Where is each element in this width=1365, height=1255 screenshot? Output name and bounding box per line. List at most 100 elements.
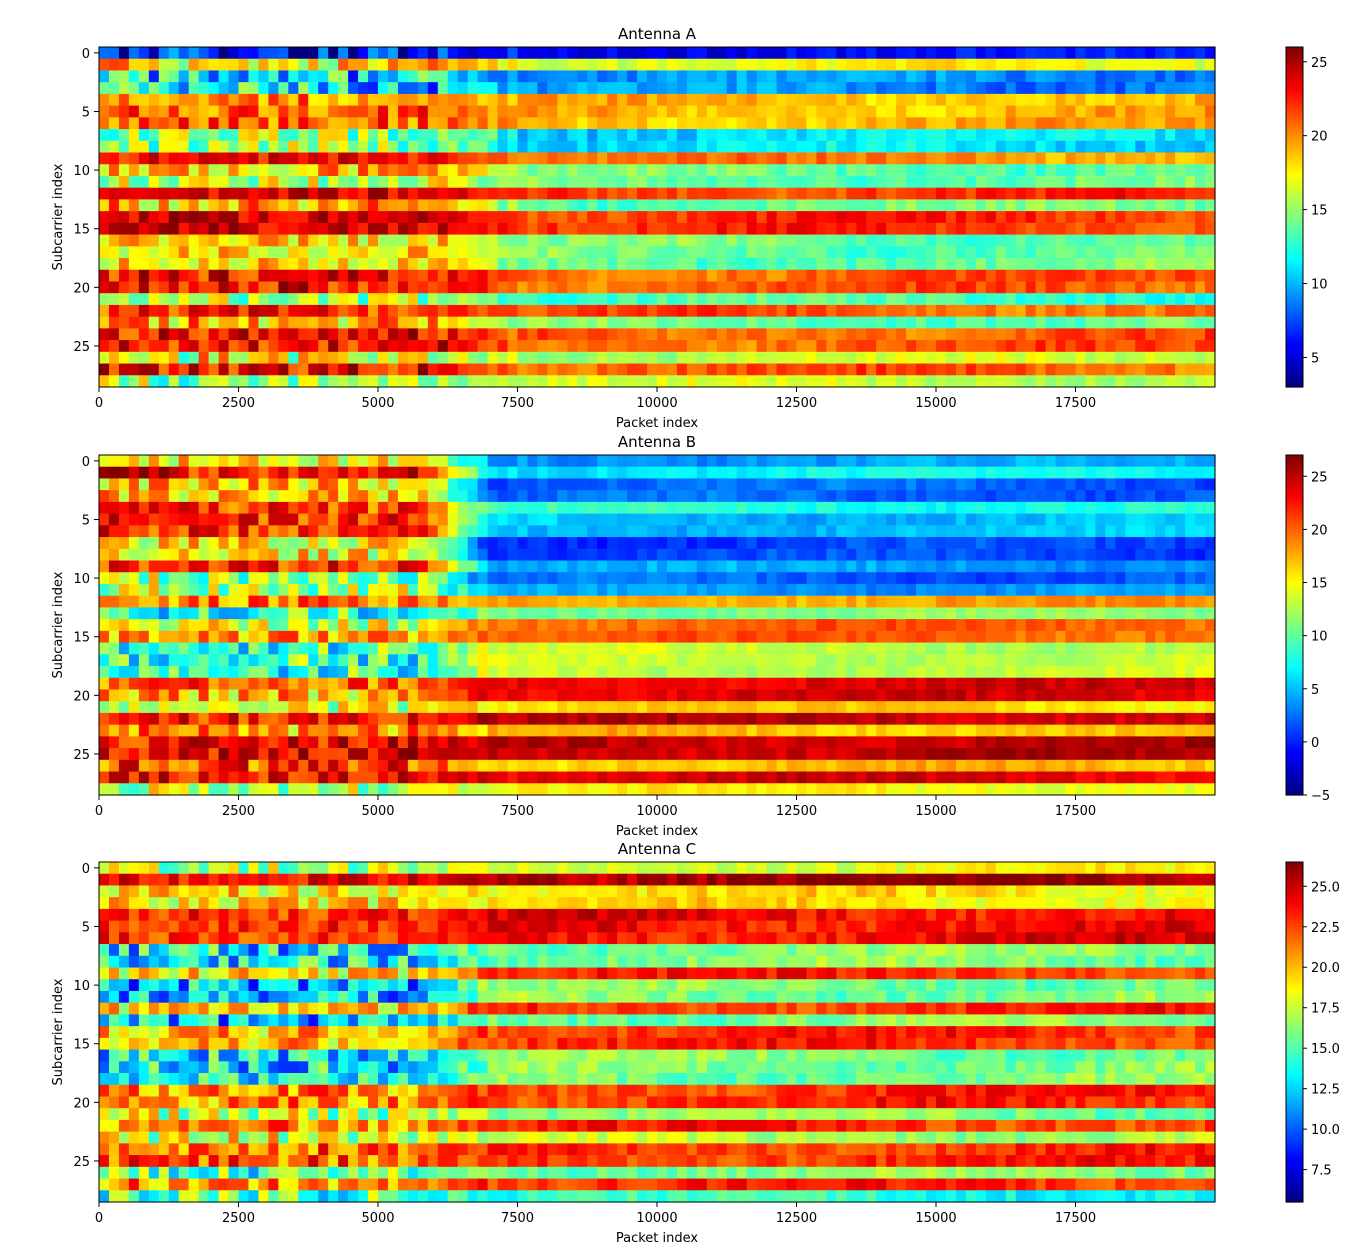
heatmap-cell <box>268 140 279 154</box>
heatmap-cell <box>666 572 678 585</box>
heatmap-cell <box>348 619 359 632</box>
heatmap-cell <box>318 583 329 597</box>
heatmap-cell <box>1075 47 1087 60</box>
heatmap-cell <box>318 340 329 353</box>
heatmap-cell <box>547 583 558 597</box>
heatmap-cell <box>866 258 877 271</box>
heatmap-cell <box>886 583 897 597</box>
heatmap-cell <box>666 340 678 353</box>
heatmap-cell <box>467 340 479 353</box>
heatmap-cell <box>1095 199 1106 212</box>
colorbar-segment <box>1286 237 1303 242</box>
heatmap-cell <box>975 152 987 165</box>
heatmap-cell <box>766 140 778 154</box>
heatmap-cell <box>1075 340 1087 353</box>
heatmap-cell <box>457 363 469 376</box>
heatmap-cell <box>886 328 897 341</box>
heatmap-cell <box>457 70 469 83</box>
heatmap-cell <box>268 340 279 353</box>
heatmap-cell <box>557 105 568 118</box>
heatmap-cell <box>1055 560 1067 573</box>
heatmap-cell <box>328 525 339 538</box>
heatmap-cell <box>1015 607 1027 620</box>
heatmap-cell <box>577 164 588 177</box>
heatmap-cell <box>148 513 160 526</box>
heatmap-cell <box>407 93 419 107</box>
heatmap-cell <box>378 548 389 562</box>
heatmap-cell <box>916 129 927 142</box>
heatmap-cell <box>507 595 519 609</box>
heatmap-cell <box>657 363 668 376</box>
heatmap-cell <box>965 222 977 236</box>
heatmap-cell <box>637 117 648 130</box>
colorbar-segment <box>1286 376 1303 381</box>
heatmap-cell <box>945 199 957 212</box>
heatmap-cell <box>1005 375 1017 388</box>
heatmap-cell <box>308 537 319 550</box>
heatmap-cell <box>666 140 678 154</box>
heatmap-cell <box>348 363 359 376</box>
heatmap-cell <box>517 293 529 306</box>
heatmap-cell <box>268 58 279 72</box>
heatmap-cell <box>896 281 907 294</box>
heatmap-cell <box>537 246 548 259</box>
heatmap-cell <box>766 152 778 165</box>
heatmap-cell <box>467 269 479 283</box>
heatmap-cell <box>308 525 319 538</box>
heatmap-cell <box>1115 513 1126 526</box>
heatmap-cell <box>407 304 419 318</box>
heatmap-cell <box>178 466 190 480</box>
heatmap-cell <box>517 316 529 329</box>
heatmap-cell <box>417 234 429 247</box>
heatmap-cell <box>726 281 738 294</box>
heatmap-cell <box>108 548 120 562</box>
heatmap-cell <box>308 490 319 503</box>
heatmap-cell <box>716 47 728 60</box>
heatmap-cell <box>746 478 758 491</box>
heatmap-cell <box>856 490 867 503</box>
heatmap-cell <box>1095 537 1106 550</box>
heatmap-cell <box>1135 152 1146 165</box>
heatmap-cell <box>477 607 489 620</box>
heatmap-cell <box>99 175 110 189</box>
heatmap-cell <box>676 363 688 376</box>
heatmap-cell <box>118 619 130 632</box>
heatmap-cell <box>447 105 459 118</box>
heatmap-cell <box>148 340 160 353</box>
heatmap-cell <box>517 82 529 95</box>
heatmap-cell <box>826 222 837 236</box>
heatmap-cell <box>756 363 768 376</box>
heatmap-cell <box>138 513 150 526</box>
heatmap-cell <box>477 199 489 212</box>
heatmap-cell <box>1045 490 1057 503</box>
heatmap-cell <box>547 478 558 491</box>
heatmap-cell <box>1045 513 1057 526</box>
heatmap-cell <box>198 560 210 573</box>
heatmap-cell <box>577 537 588 550</box>
heatmap-cell <box>766 222 778 236</box>
heatmap-cell <box>716 175 728 189</box>
heatmap-cell <box>158 583 170 597</box>
heatmap-cell <box>338 140 349 154</box>
heatmap-cell <box>417 175 429 189</box>
heatmap-cell <box>128 478 140 491</box>
heatmap-cell <box>1165 304 1176 318</box>
heatmap-cell <box>397 70 409 83</box>
heatmap-cell <box>567 211 578 224</box>
heatmap-cell <box>288 187 299 201</box>
heatmap-cell <box>746 525 758 538</box>
heatmap-cell <box>945 246 957 259</box>
heatmap-cell <box>866 548 877 562</box>
heatmap-cell <box>417 607 429 620</box>
heatmap-cell <box>676 340 688 353</box>
heatmap-cell <box>657 340 668 353</box>
heatmap-cell <box>637 513 648 526</box>
heatmap-cell <box>338 117 349 130</box>
heatmap-cell <box>437 164 449 177</box>
heatmap-cell <box>268 199 279 212</box>
heatmap-cell <box>258 560 269 573</box>
heatmap-cell <box>916 490 927 503</box>
heatmap-cell <box>1135 293 1146 306</box>
heatmap-cell <box>507 363 519 376</box>
heatmap-cell <box>298 117 309 130</box>
